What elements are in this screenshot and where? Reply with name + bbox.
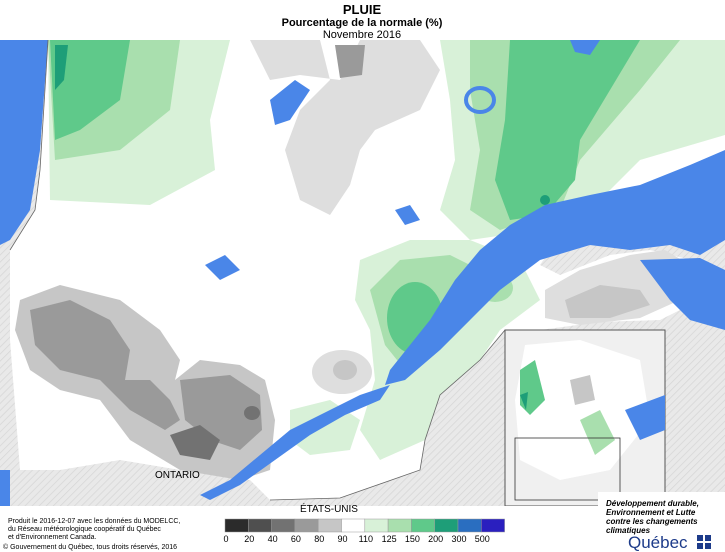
green-zone [55,45,68,90]
gray-zone [170,425,220,460]
water [570,40,600,55]
legend-label: 125 [382,534,397,544]
water [395,205,420,225]
border [9,40,49,251]
inset-frame [514,437,621,501]
credit: © Gouvernement du Québec, tous droits ré… [3,543,177,551]
inset-gray [570,375,595,405]
legend-swatch [411,518,435,533]
water [205,255,240,280]
map [0,40,725,506]
water [385,150,725,385]
legend-label: 110 [359,534,373,544]
green-zone [495,40,640,220]
green-zone [50,40,130,140]
credit: du Réseau météorologique coopératif du Q… [8,526,161,533]
water [200,385,390,500]
legend: 0 20 40 60 80 90 110 125 150 200 300 500 [223,518,505,544]
inset-green [580,410,615,455]
legend-swatch [364,518,389,533]
water [464,86,496,114]
credit: et d'Environnement Canada. [8,534,97,541]
credit: Produit le 2016-12-07 avec les données d… [8,518,180,525]
subtitle: Pourcentage de la normale (%) [282,17,443,29]
inset-green [520,392,528,410]
legend-label: 60 [291,534,301,544]
legend-label: 200 [428,534,443,544]
green-zone [540,195,550,205]
map-label: ONTARIO [155,470,200,481]
logo-flag [697,535,711,549]
map-label: ÉTATS-UNIS [300,502,358,515]
logo-text: Développement durable, [606,499,699,508]
logo-text: contre les changements [606,517,698,526]
water [0,40,48,245]
legend-label: 40 [268,534,278,544]
legend-swatch [341,518,366,533]
logo-name: Québec [628,533,688,552]
water [640,258,725,330]
water [270,80,310,125]
legend-label: 80 [314,534,324,544]
legend-label: 20 [244,534,254,544]
logo-text: Environnement et Lutte [606,508,696,517]
period: Novembre 2016 [323,29,401,41]
gray-zone [333,360,357,380]
legend-swatch [294,518,319,533]
inset-area [515,340,650,480]
legend-swatch [224,518,249,533]
inset-water [625,395,665,440]
legend-swatch [457,518,482,533]
legend-label: 300 [451,534,466,544]
legend-label: 150 [405,534,420,544]
legend-swatch [481,518,505,533]
border [269,329,506,501]
legend-swatch [317,518,342,533]
legend-label: 500 [475,534,490,544]
water [0,470,10,506]
gray-zone [244,406,260,420]
legend-swatch [387,518,412,533]
legend-swatch [434,518,459,533]
logo-text: climatiques [606,526,651,535]
title: PLUIE [343,2,382,17]
legend-label: 90 [337,534,347,544]
gray-zone [30,300,180,430]
gray-zone [335,45,365,78]
legend-swatch [271,518,296,533]
logo-box [598,492,725,552]
legend-label: 0 [223,534,228,544]
gray-zone [250,40,440,215]
legend-swatch [248,518,272,533]
gray-zone [565,285,650,318]
